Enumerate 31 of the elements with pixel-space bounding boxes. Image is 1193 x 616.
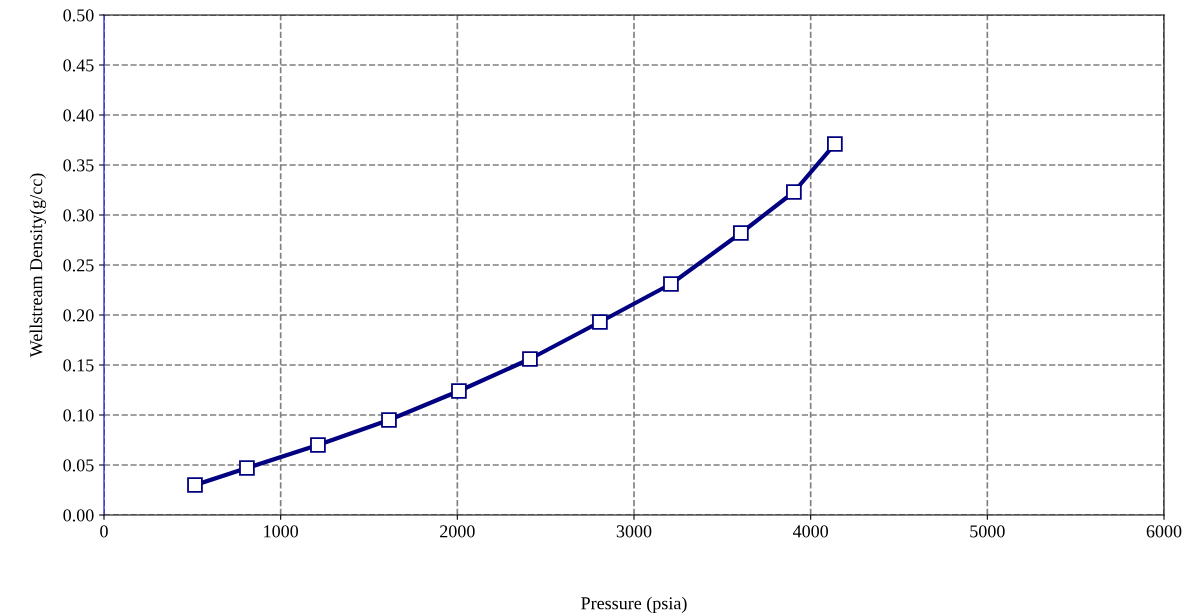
y-tick-label: 0.30: [63, 209, 94, 222]
y-tick-label: 0.35: [63, 159, 94, 172]
y-tick-label: 0.20: [63, 309, 94, 322]
point: [381, 412, 397, 428]
point: [187, 477, 203, 493]
x-tick-label: 1000: [264, 525, 299, 538]
y-tick-label: 0.10: [63, 409, 94, 422]
x-tick-label: 0: [100, 525, 108, 538]
point: [451, 383, 467, 399]
y-tick-label: 0.50: [63, 9, 94, 22]
point: [733, 225, 749, 241]
x-tick-label: 5000: [970, 525, 1005, 538]
point: [786, 184, 802, 200]
y-axis-title: Wellstream Density(g/cc): [29, 173, 47, 358]
y-tick-label: 0.45: [63, 59, 94, 72]
x-tick-label: 4000: [792, 525, 829, 538]
point: [239, 460, 255, 476]
point: [663, 276, 679, 292]
point: [310, 437, 326, 453]
y-tick-label: 0.05: [63, 459, 94, 472]
x-tick-label: 2000: [440, 525, 475, 538]
y-tick-label: 0.40: [63, 109, 94, 122]
y-tick-label: 0.15: [63, 359, 94, 372]
y-tick-label: 0.25: [63, 259, 94, 272]
x-axis-title: Pressure (psia): [581, 596, 687, 614]
point: [592, 314, 608, 330]
point: [827, 136, 843, 152]
y-tick-label: 0.00: [63, 509, 94, 522]
x-tick-label: 3000: [616, 525, 652, 538]
point: [522, 351, 538, 367]
x-tick-label: 6000: [1146, 525, 1182, 538]
